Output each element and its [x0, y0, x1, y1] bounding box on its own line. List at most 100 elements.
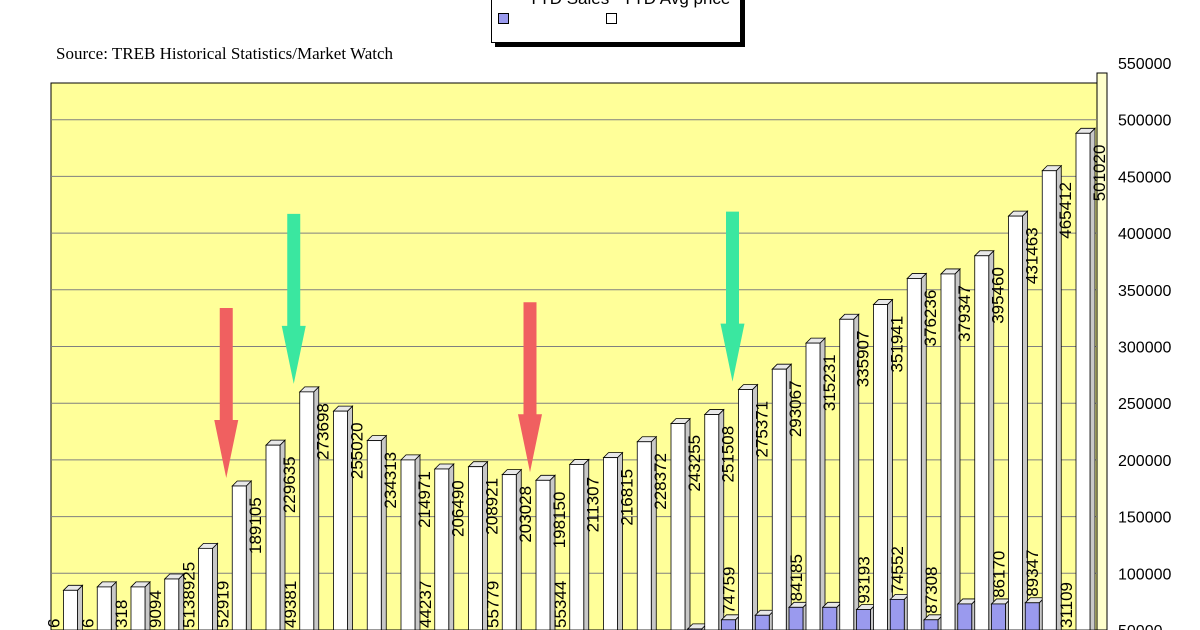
price-bar	[198, 547, 213, 630]
price-bar	[535, 479, 551, 630]
plot-side-wall	[1096, 72, 1108, 630]
sales-bar	[754, 614, 770, 630]
price-bar	[805, 342, 821, 630]
price-data-label: 211307	[584, 477, 603, 532]
price-data-label: 273698	[314, 403, 333, 460]
price-data-label: 203028	[516, 486, 535, 543]
price-bar	[670, 423, 686, 630]
price-data-label: 208921	[483, 478, 502, 535]
price-bar	[839, 318, 855, 630]
price-bar	[603, 457, 618, 630]
y-tick-label: 550000	[1118, 56, 1171, 73]
legend-label-ytd-sales: YTD Sales	[528, 0, 609, 9]
sales-bar	[721, 619, 736, 630]
green-down-arrow	[281, 213, 306, 384]
y-tick-label: 450000	[1118, 169, 1171, 186]
sales-data-label: 74759	[720, 567, 739, 614]
sales-data-label: 89347	[1023, 550, 1042, 597]
price-data-label: 293067	[786, 380, 805, 437]
price-bar	[974, 255, 990, 630]
price-bar	[771, 368, 787, 630]
price-bar	[299, 391, 315, 630]
price-bar	[366, 440, 382, 630]
sales-data-label: 5138925	[180, 562, 199, 628]
source-note: Source: TREB Historical Statistics/Marke…	[56, 44, 394, 63]
price-bar	[333, 410, 348, 630]
price-data-label: 501020	[1090, 145, 1109, 202]
y-tick-label: 100000	[1118, 566, 1171, 583]
price-data-label: 216815	[618, 469, 637, 526]
price-data-label: 189105	[246, 497, 265, 554]
legend-swatch-ytd-sales	[498, 13, 509, 24]
price-bar	[434, 468, 450, 630]
price-bar	[265, 444, 281, 630]
y-tick-label: 250000	[1118, 396, 1171, 413]
sales-data-label: 93193	[855, 556, 874, 603]
sales-bar	[957, 603, 973, 630]
red-down-arrow	[214, 307, 239, 478]
price-data-label: 275371	[753, 401, 772, 458]
price-data-label: 376236	[921, 290, 940, 347]
sales-data-label: 49381	[281, 581, 300, 628]
sales-data-label: 55779	[483, 581, 502, 628]
sales-data-label: 9094	[146, 590, 165, 628]
price-bar	[569, 464, 585, 630]
y-tick-label: 50000	[1118, 623, 1163, 630]
price-bar	[231, 485, 247, 630]
price-data-label: 251508	[719, 426, 738, 483]
price-data-label: 255020	[348, 422, 367, 479]
price-data-label: 198150	[550, 492, 569, 549]
price-data-label: 351941	[888, 316, 907, 373]
sales-bar	[923, 619, 939, 630]
sales-bar	[889, 598, 905, 630]
price-bar	[1008, 215, 1023, 630]
price-bar	[96, 586, 112, 630]
sales-bar	[788, 606, 804, 630]
price-data-label: 395460	[989, 267, 1008, 324]
price-bar	[738, 389, 753, 630]
price-data-label: 465412	[1056, 182, 1075, 239]
sales-data-label: 84185	[787, 554, 806, 601]
sales-data-label: 86170	[990, 551, 1009, 598]
y-tick-label: 200000	[1118, 453, 1171, 470]
sales-data-label: 87308	[922, 567, 941, 614]
price-bar	[400, 459, 416, 630]
sales-data-label: 74552	[888, 546, 907, 593]
price-bar-side	[1089, 127, 1096, 630]
red-down-arrow	[518, 302, 542, 473]
legend: YTD Sales YTD Avg price	[491, 0, 741, 43]
price-data-label: 335907	[854, 331, 873, 388]
sales-bar	[822, 606, 838, 630]
price-bar	[63, 589, 78, 630]
sales-data-label: 6	[45, 619, 64, 628]
sales-bar	[687, 628, 703, 630]
price-bar	[873, 304, 888, 630]
price-bar	[636, 441, 652, 630]
price-bar	[704, 414, 720, 630]
sales-data-label: 318	[112, 600, 131, 628]
price-bar	[501, 474, 517, 630]
price-data-label: 214971	[415, 471, 434, 528]
price-bar	[164, 578, 180, 630]
price-data-label: 234313	[381, 452, 400, 509]
price-data-label: 379347	[955, 285, 974, 342]
price-bar	[1041, 170, 1057, 630]
legend-label-ytd-avg-price: YTD Avg price	[622, 0, 730, 9]
sales-data-label: 52919	[213, 581, 232, 628]
sales-bar	[1024, 602, 1040, 630]
y-tick-label: 400000	[1118, 226, 1171, 243]
sales-data-label: 31109	[1057, 582, 1076, 628]
sales-bar	[991, 603, 1006, 630]
price-bar	[130, 586, 146, 630]
price-bar	[1075, 132, 1091, 630]
y-tick-label: 150000	[1118, 510, 1171, 527]
y-tick-label: 350000	[1118, 283, 1171, 300]
sales-data-label: 6	[78, 619, 97, 628]
price-data-label: 206490	[449, 480, 468, 537]
price-data-label: 431463	[1023, 227, 1042, 284]
price-data-label: 228372	[651, 453, 670, 510]
price-data-label: 315231	[820, 354, 839, 411]
sales-data-label: 44237	[416, 581, 435, 628]
y-tick-label: 500000	[1118, 113, 1171, 130]
